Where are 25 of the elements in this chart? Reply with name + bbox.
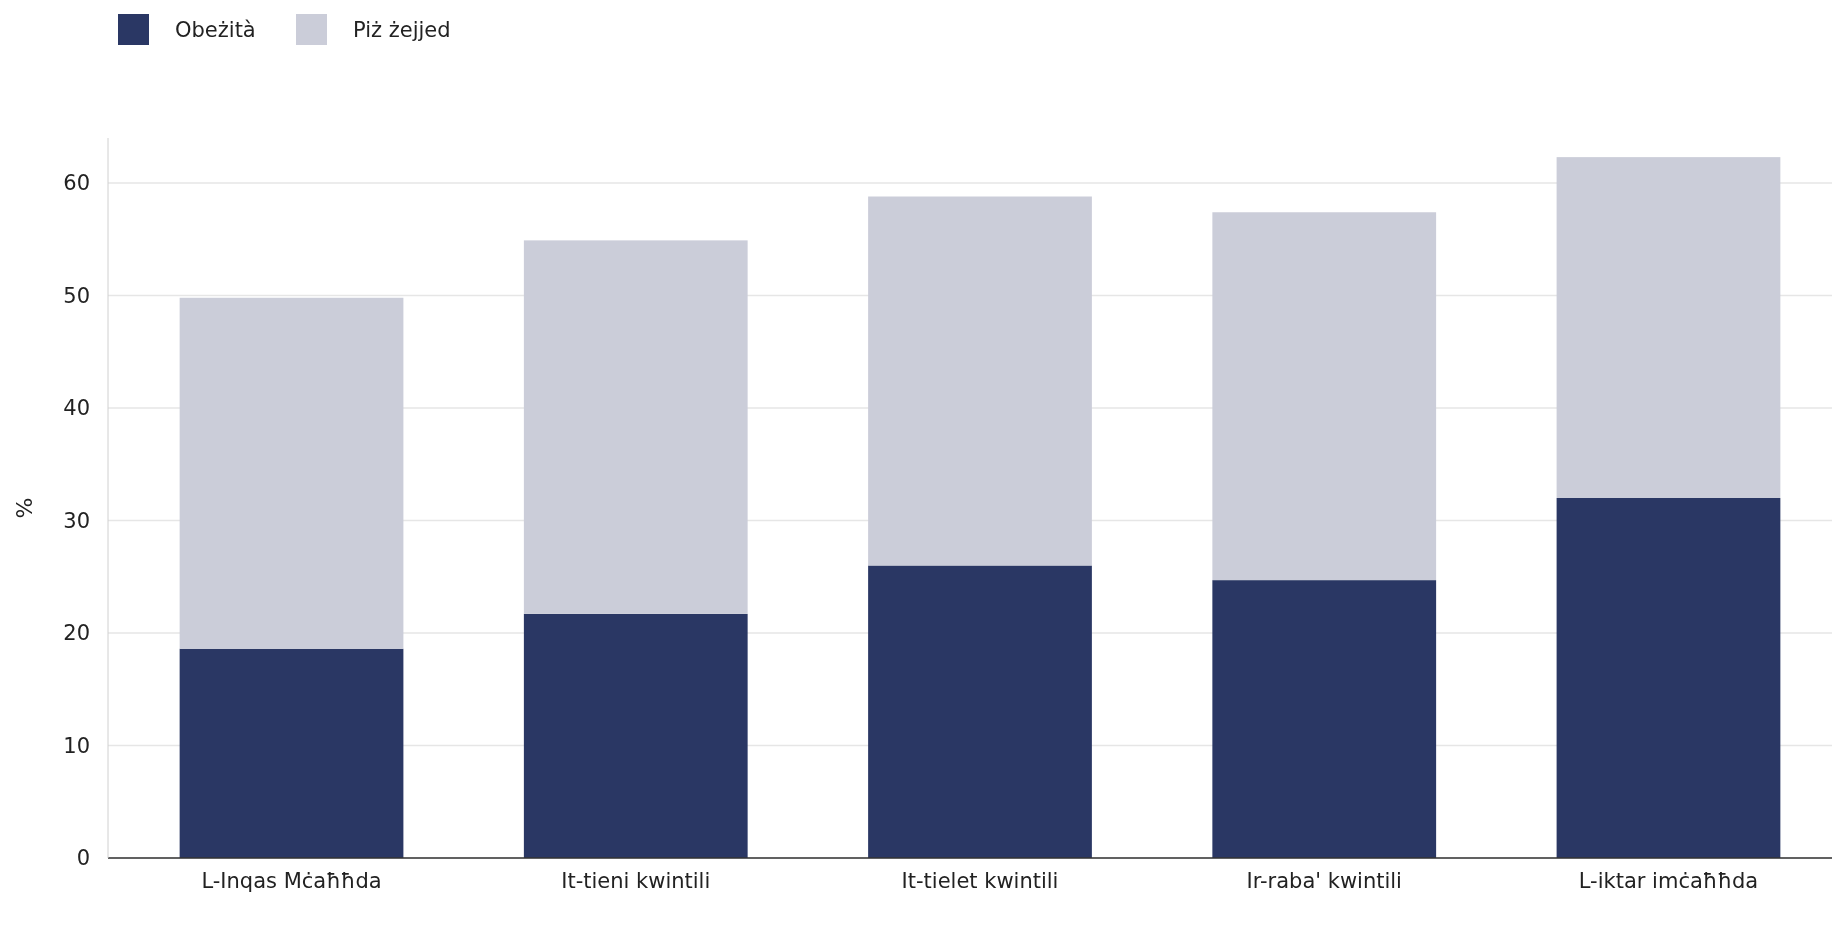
bar [179,648,404,858]
y-tick-label: 20 [63,621,90,646]
bar [868,565,1092,858]
bar [179,297,404,649]
y-tick-label: 60 [63,171,90,196]
y-tick-label: 0 [76,846,90,871]
bar [1556,498,1781,858]
y-tick-label: 30 [63,508,90,533]
bar [523,613,748,858]
bar [1212,212,1437,581]
x-tick-label: L-iktar imċaħħda [1578,869,1759,893]
x-tick-label: Ir-raba' kwintili [1246,869,1402,893]
x-tick-label: It-tieni kwintili [561,869,711,893]
x-tick-label: L-Inqas Mċaħħda [201,869,382,893]
legend-label: Obeżità [175,18,256,42]
y-tick-label: 50 [63,283,90,308]
y-tick-label: 10 [63,733,90,758]
bar [1212,580,1437,858]
legend-label: Piż żejjed [353,18,451,42]
bar [868,196,1092,566]
bar [523,240,748,614]
y-axis-title: % [12,497,37,519]
bar [1556,157,1781,498]
x-tick-label: It-tielet kwintili [901,869,1059,893]
y-tick-label: 40 [63,396,90,421]
